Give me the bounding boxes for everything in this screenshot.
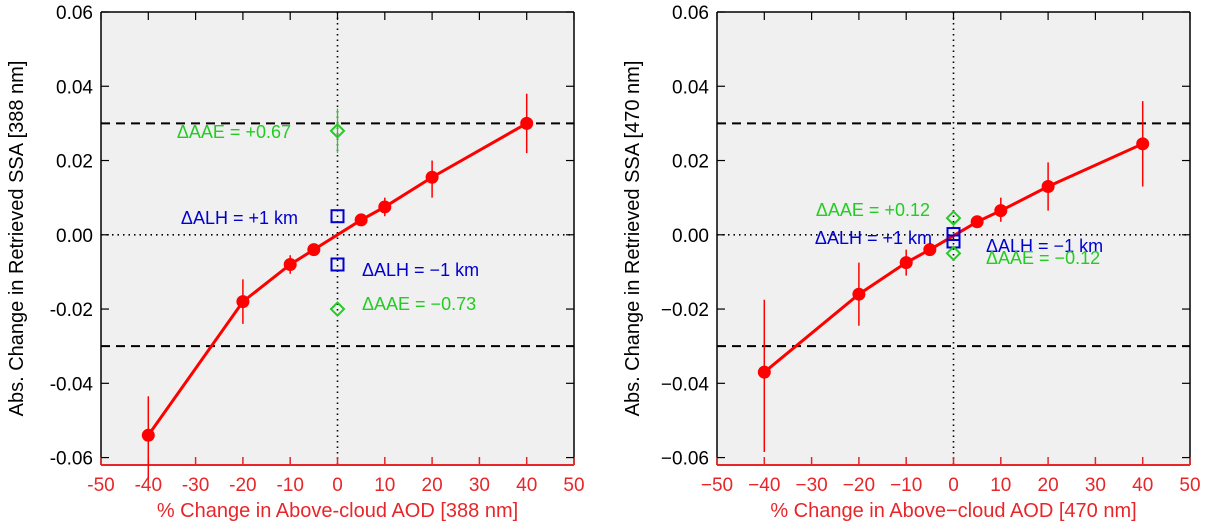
data-point [307, 243, 321, 257]
x-tick-label: −30 [795, 475, 827, 496]
y-axis-title: Abs. Change in Retrieved SSA [470 nm] [622, 61, 644, 417]
data-point [425, 170, 439, 184]
x-tick-label: 50 [563, 475, 584, 496]
data-point [994, 204, 1008, 218]
x-tick-label: 40 [1132, 475, 1153, 496]
x-tick-label: 40 [516, 475, 537, 496]
data-point [378, 200, 392, 214]
y-tick-label: 0.00 [56, 226, 93, 247]
alh-square-marker [946, 227, 961, 242]
y-tick-label: 0.04 [56, 77, 93, 98]
x-tick-label: 10 [374, 475, 395, 496]
y-tick-label: 0.06 [56, 3, 93, 24]
chart-panel-1: -50 -40 -30 -20 -10 0 10 20 30 40 50 -0.06 -0.04 -0.0… [6, 3, 585, 522]
y-tick-label: -0.06 [50, 449, 93, 470]
data-point [520, 116, 534, 130]
annotation-aae: ΔAAE = +0.12 [816, 200, 930, 220]
x-tick-label: 20 [1038, 475, 1059, 496]
x-tick-label: -10 [276, 475, 303, 496]
x-tick-label: -40 [135, 475, 162, 496]
x-tick-label: 30 [469, 475, 490, 496]
x-tick-label: −20 [843, 475, 875, 496]
data-point [1041, 180, 1055, 194]
chart-panel-2: −50 −40 −30 −20 −10 0 10 20 30 40 50 −0.06 −0.04 −0.0… [622, 3, 1201, 522]
aae-diamond-marker [945, 245, 962, 262]
x-tick-label: 0 [948, 475, 959, 496]
y-tick-label: 0.04 [672, 77, 709, 98]
data-point [354, 213, 368, 227]
data-point [283, 257, 297, 271]
y-tick-label: -0.02 [50, 300, 93, 321]
y-tick-label: -0.04 [50, 374, 94, 395]
data-point [236, 295, 250, 309]
annotation-aae: ΔAAE = −0.12 [986, 248, 1100, 268]
x-tick-label: −50 [701, 475, 733, 496]
x-tick-label: 50 [1179, 475, 1200, 496]
series-line-1 [147, 122, 528, 437]
aae-diamond-marker [329, 301, 346, 317]
data-point [899, 256, 913, 270]
data-point [970, 215, 984, 229]
y-axis-title: Abs. Change in Retrieved SSA [388 nm] [6, 61, 28, 417]
data-point [852, 287, 866, 301]
annotation-alh: ΔALH = +1 km [181, 208, 298, 228]
y-tick-label: 0.00 [672, 226, 709, 247]
x-tick-label: 20 [422, 475, 443, 496]
data-point [141, 428, 155, 442]
y-tick-label: −0.04 [661, 374, 710, 395]
annotation-aae: ΔAAE = −0.73 [362, 294, 476, 314]
alh-square-marker [330, 209, 345, 224]
annotation-alh: ΔALH = −1 km [362, 260, 479, 280]
annotation-aae: ΔAAE = +0.67 [177, 122, 291, 142]
data-point [1136, 137, 1150, 151]
annotation-alh: ΔALH = +1 km [815, 228, 932, 248]
data-point [923, 243, 937, 257]
x-axis-title: % Change in Above−cloud AOD [470 nm] [770, 500, 1136, 522]
annotation-alh: ΔALH = −1 km [986, 236, 1103, 256]
x-tick-label: 30 [1085, 475, 1106, 496]
y-tick-label: −0.02 [661, 300, 709, 321]
y-tick-label: 0.02 [672, 152, 709, 173]
y-tick-label: −0.06 [661, 449, 709, 470]
x-tick-label: 0 [332, 475, 343, 496]
x-tick-label: -30 [182, 475, 209, 496]
x-tick-label: -20 [229, 475, 256, 496]
alh-square-marker [330, 257, 345, 272]
aae-diamond-marker [945, 210, 962, 226]
x-tick-label: 10 [990, 475, 1011, 496]
x-tick-label: −40 [748, 475, 780, 496]
x-tick-label: −10 [890, 475, 922, 496]
y-tick-label: 0.06 [672, 3, 709, 24]
aae-diamond-marker [329, 122, 346, 139]
y-tick-label: 0.02 [56, 152, 93, 173]
x-axis-title: % Change in Above-cloud AOD [388 nm] [157, 500, 518, 522]
x-tick-label: -50 [87, 475, 114, 496]
data-point [757, 365, 771, 379]
